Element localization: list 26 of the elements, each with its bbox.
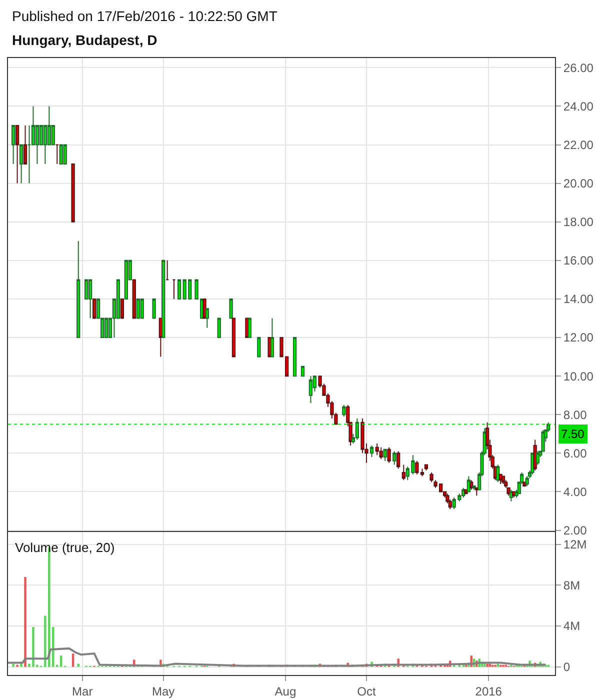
x-tick-label: Aug (274, 684, 296, 698)
y-tick-label: 16.00 (563, 254, 594, 268)
y-tick-label: 10.00 (563, 369, 594, 384)
text: Volume (true, 20) (15, 540, 115, 555)
ref-line-label: 7.50 (561, 427, 585, 441)
y-tick-label: 20.00 (563, 176, 594, 190)
y-tick-label: 4.00 (563, 484, 588, 499)
y-tick-label: 6.00 (563, 446, 588, 460)
y-tick-label: 12M (563, 537, 587, 552)
y-tick-label: 4M (563, 619, 580, 634)
y-tick-label: 0 (563, 660, 570, 674)
x-tick-label: 2016 (475, 684, 502, 698)
y-tick-label: 8.00 (563, 408, 588, 422)
y-tick-label: 8M (563, 578, 580, 592)
y-tick-label: 2.00 (563, 523, 588, 538)
y-tick-label: 26.00 (563, 60, 594, 75)
x-tick-label: Oct (357, 684, 376, 698)
x-tick-label: Mar (72, 684, 93, 698)
y-tick-label: 18.00 (563, 215, 594, 230)
y-tick-label: 14.00 (563, 292, 594, 306)
x-tick-label: May (152, 684, 175, 698)
chart-subtitle: Published on 17/Feb/2016 - 10:22:50 GMT (12, 8, 278, 24)
y-tick-label: 24.00 (563, 99, 594, 114)
chart-title: Hungary, Budapest, D (12, 32, 158, 48)
y-tick-label: 22.00 (563, 138, 594, 152)
y-tick-label: 12.00 (563, 330, 594, 345)
